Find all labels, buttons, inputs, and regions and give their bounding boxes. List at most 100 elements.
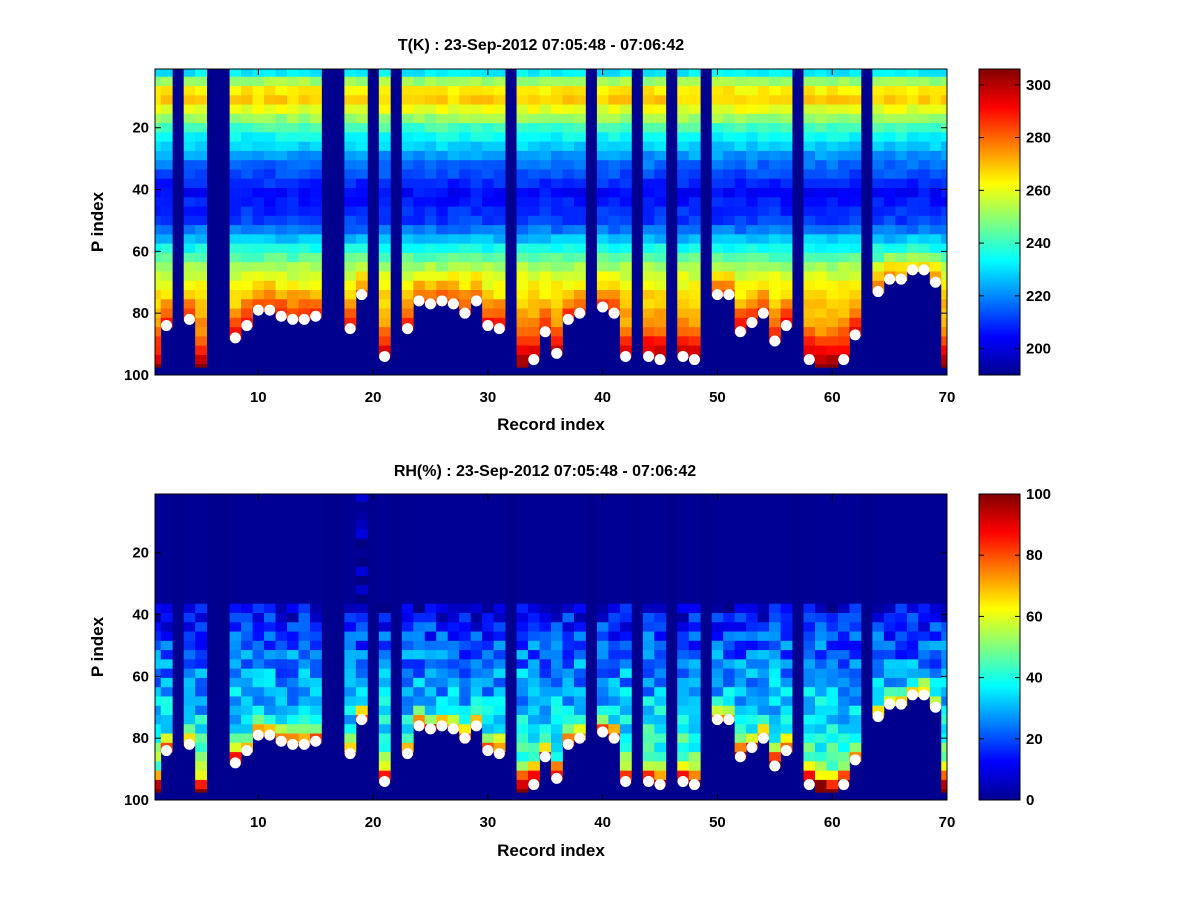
heatmap-cell <box>723 178 736 189</box>
heatmap-cell <box>355 95 368 105</box>
heatmap-cell <box>424 668 437 679</box>
heatmap-cell <box>493 613 506 623</box>
heatmap-cell <box>344 69 357 78</box>
heatmap-cell <box>298 548 311 558</box>
heatmap-cell <box>298 715 311 725</box>
heatmap-cell <box>275 169 288 180</box>
heatmap-cell <box>826 566 839 577</box>
heatmap-cell <box>252 501 265 512</box>
heatmap-cell <box>275 69 288 78</box>
heatmap-cell <box>539 262 552 272</box>
heatmap-cell <box>734 622 747 632</box>
heatmap-cell <box>183 494 196 503</box>
heatmap-cell <box>229 280 242 291</box>
heatmap-cell <box>309 225 322 235</box>
surface-marker <box>528 354 540 366</box>
heatmap-cell <box>344 206 357 217</box>
heatmap-cell <box>539 308 552 319</box>
heatmap-cell <box>160 123 173 133</box>
heatmap-cell <box>482 677 495 688</box>
heatmap-cell <box>688 770 701 781</box>
heatmap-cell <box>734 511 747 521</box>
heatmap-cell <box>780 132 793 143</box>
heatmap-cell <box>757 262 770 272</box>
heatmap-cell <box>298 123 311 133</box>
heatmap-cell <box>264 529 276 540</box>
heatmap-cell <box>539 529 552 540</box>
heatmap-cell <box>516 640 529 651</box>
heatmap-cell <box>252 169 265 180</box>
heatmap-cell <box>482 113 495 124</box>
heatmap-cell <box>608 557 621 568</box>
heatmap-cell <box>872 69 885 78</box>
heatmap-cell <box>837 345 850 356</box>
heatmap-cell <box>573 86 586 96</box>
heatmap-cell <box>447 234 460 245</box>
heatmap-cell <box>769 733 781 744</box>
heatmap-cell <box>918 188 931 198</box>
heatmap-cell <box>688 76 701 87</box>
heatmap-cell <box>883 538 896 549</box>
heatmap-cell <box>780 243 793 254</box>
heatmap-cell <box>711 225 724 235</box>
heatmap-cell <box>160 308 173 319</box>
heatmap-cell <box>815 659 827 670</box>
heatmap-cell <box>872 566 885 577</box>
heatmap-cell <box>309 141 322 152</box>
heatmap-cell <box>528 511 540 521</box>
heatmap-cell <box>596 234 609 245</box>
heatmap-cell <box>459 299 472 309</box>
heatmap-cell <box>229 197 242 207</box>
heatmap-cell <box>918 132 931 143</box>
heatmap-cell <box>424 659 437 670</box>
heatmap-cell <box>252 548 265 558</box>
heatmap-cell <box>378 668 391 679</box>
heatmap-cell <box>252 271 265 282</box>
heatmap-cell <box>803 742 816 753</box>
heatmap-cell <box>241 160 253 170</box>
heatmap-cell <box>447 494 460 503</box>
heatmap-cell <box>528 197 540 207</box>
heatmap-cell <box>688 529 701 540</box>
heatmap-cell <box>895 501 908 512</box>
heatmap-cell <box>516 733 529 744</box>
heatmap-cell <box>252 299 265 309</box>
heatmap-cell <box>826 677 839 688</box>
heatmap-cell <box>241 69 253 78</box>
heatmap-cell <box>309 69 322 78</box>
heatmap-cell <box>803 705 816 716</box>
heatmap-cell <box>378 243 391 254</box>
heatmap-cell <box>436 225 449 235</box>
heatmap-cell <box>252 603 265 614</box>
heatmap-cell <box>264 132 276 143</box>
heatmap-cell <box>195 622 208 632</box>
heatmap-cell <box>424 160 437 170</box>
heatmap-cell <box>596 687 609 697</box>
heatmap-cell <box>275 206 288 217</box>
heatmap-cell <box>619 299 632 309</box>
heatmap-cell <box>677 271 690 282</box>
heatmap-cell <box>436 262 449 272</box>
heatmap-cell <box>906 69 919 78</box>
heatmap-cell <box>229 160 242 170</box>
heatmap-cell <box>619 178 632 189</box>
heatmap-cell <box>654 613 667 623</box>
heatmap-cell <box>424 123 437 133</box>
heatmap-cell <box>459 575 472 586</box>
heatmap-cell <box>688 640 701 651</box>
heatmap-cell <box>459 538 472 549</box>
x-tick-label: 40 <box>594 389 611 406</box>
heatmap-cell <box>596 538 609 549</box>
surface-marker <box>643 775 655 787</box>
heatmap-cell <box>436 160 449 170</box>
heatmap-cell <box>195 789 208 793</box>
heatmap-cell <box>711 659 724 670</box>
heatmap-cell <box>252 150 265 161</box>
heatmap-cell <box>241 215 253 226</box>
heatmap-cell <box>837 575 850 586</box>
heatmap-cell <box>723 86 736 96</box>
heatmap-cell <box>677 622 690 632</box>
heatmap-cell <box>287 557 299 568</box>
heatmap-cell <box>482 538 495 549</box>
heatmap-cell <box>287 494 299 503</box>
